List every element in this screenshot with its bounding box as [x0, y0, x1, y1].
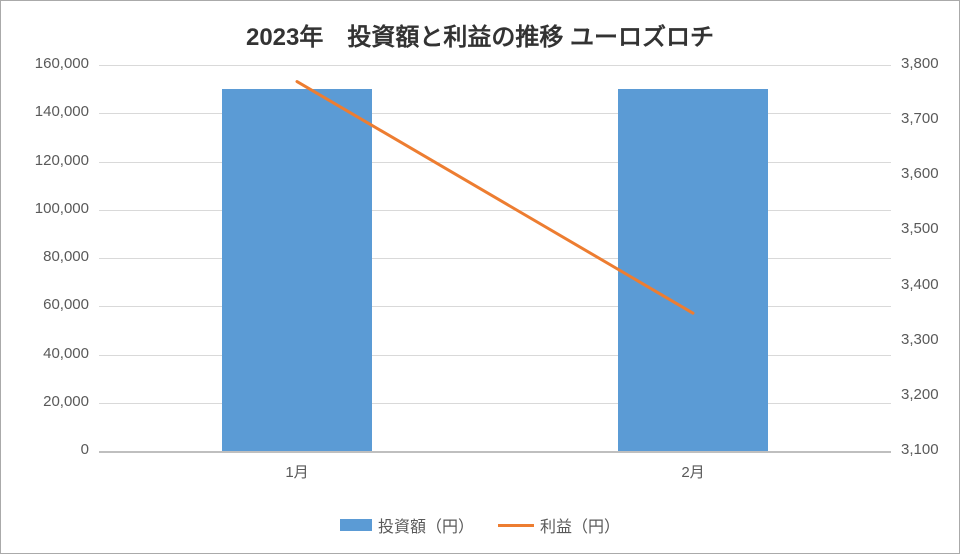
- chart-container: 2023年 投資額と利益の推移 ユーロズロチ 020,00040,00060,0…: [0, 0, 960, 554]
- x-tick-label: 1月: [257, 461, 337, 482]
- y-right-tick-label: 3,800: [901, 55, 939, 72]
- y-left-tick-label: 80,000: [9, 248, 89, 265]
- y-right-tick-label: 3,300: [901, 331, 939, 348]
- legend-swatch-bar: [340, 519, 372, 531]
- chart-title: 2023年 投資額と利益の推移 ユーロズロチ: [1, 17, 959, 52]
- y-left-tick-label: 120,000: [9, 152, 89, 169]
- legend-item-bars: 投資額（円）: [340, 513, 474, 537]
- x-tick-label: 2月: [653, 461, 733, 482]
- y-left-tick-label: 60,000: [9, 296, 89, 313]
- legend: 投資額（円） 利益（円）: [1, 513, 959, 537]
- y-left-tick-label: 100,000: [9, 200, 89, 217]
- y-right-tick-label: 3,700: [901, 110, 939, 127]
- plot-area: 020,00040,00060,00080,000100,000120,0001…: [99, 65, 891, 451]
- y-right-tick-label: 3,100: [901, 441, 939, 458]
- y-left-tick-label: 40,000: [9, 345, 89, 362]
- y-right-tick-label: 3,200: [901, 386, 939, 403]
- y-right-tick-label: 3,600: [901, 165, 939, 182]
- y-left-tick-label: 160,000: [9, 55, 89, 72]
- gridline: [99, 451, 891, 453]
- legend-label-bars: 投資額（円）: [378, 513, 474, 537]
- legend-item-line: 利益（円）: [498, 513, 620, 537]
- y-left-tick-label: 0: [9, 441, 89, 458]
- line-series: [99, 65, 891, 451]
- y-right-tick-label: 3,500: [901, 220, 939, 237]
- y-right-tick-label: 3,400: [901, 276, 939, 293]
- legend-swatch-line: [498, 524, 534, 527]
- y-left-tick-label: 20,000: [9, 393, 89, 410]
- y-left-tick-label: 140,000: [9, 103, 89, 120]
- legend-label-line: 利益（円）: [540, 513, 620, 537]
